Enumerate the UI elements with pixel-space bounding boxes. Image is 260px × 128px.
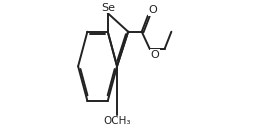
Text: Se: Se	[101, 3, 115, 13]
Text: OCH₃: OCH₃	[103, 116, 131, 126]
Text: O: O	[148, 5, 157, 15]
Text: O: O	[150, 50, 159, 60]
